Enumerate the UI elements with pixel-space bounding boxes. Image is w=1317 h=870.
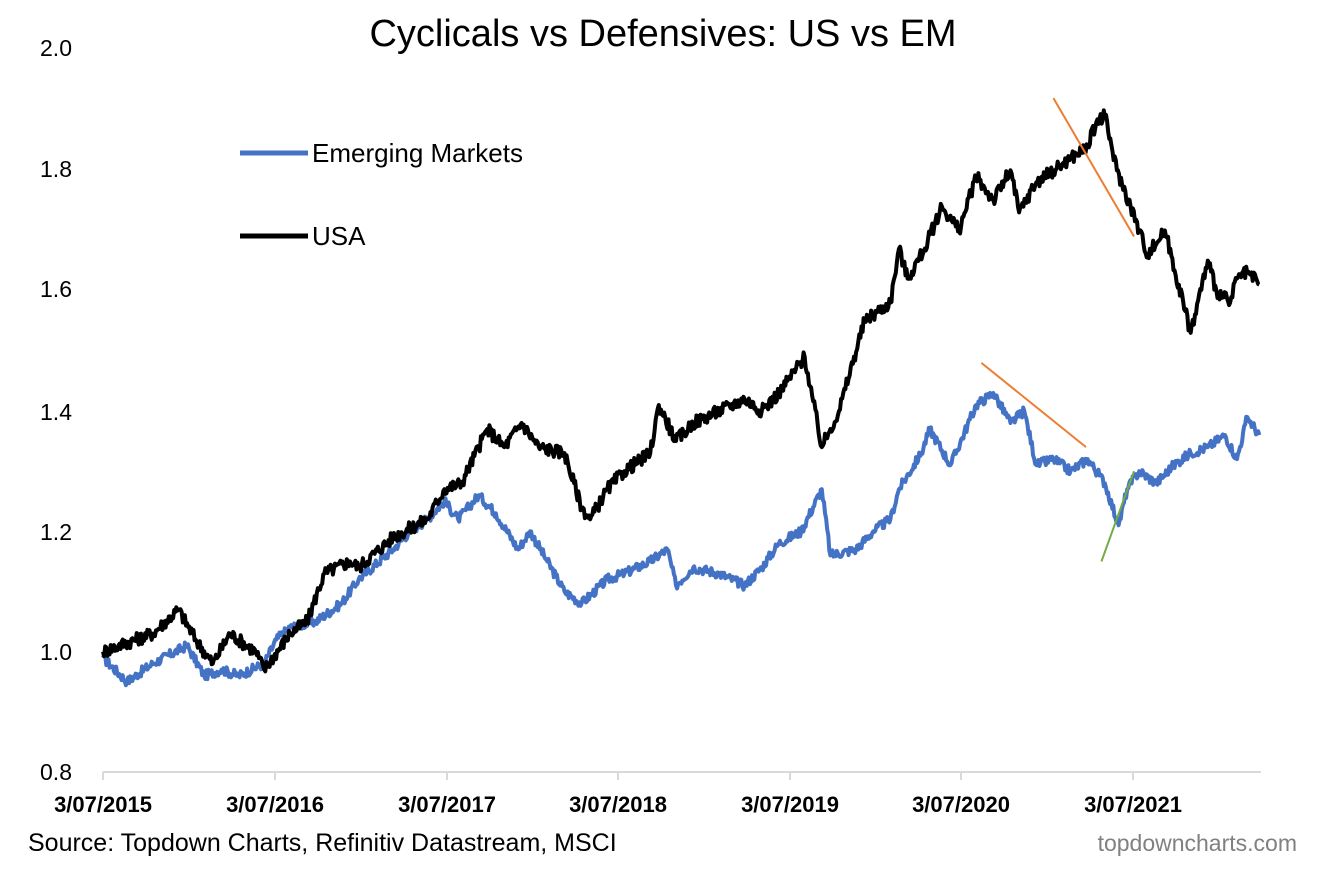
y-tick-label: 1.2: [40, 519, 72, 545]
y-tick-label: 1.8: [40, 156, 72, 182]
legend-label-usa: USA: [312, 221, 366, 251]
brand-watermark: topdowncharts.com: [1098, 830, 1297, 856]
trend-annotation-line-3: [1100, 470, 1135, 562]
y-tick-label: 1.6: [40, 276, 72, 302]
x-tick-label: 3/07/2020: [912, 792, 1010, 817]
y-tick-label: 0.8: [40, 759, 72, 785]
x-axis: 3/07/2015 3/07/2016 3/07/2017 3/07/2018 …: [54, 771, 1261, 817]
y-axis: 0.8 1.0 1.2 1.4 1.6 1.8 2.0: [40, 35, 72, 785]
y-tick-label: 1.0: [40, 639, 72, 665]
x-tick-label: 3/07/2017: [398, 792, 496, 817]
trend-annotation-line-1: [1052, 97, 1135, 238]
source-note: Source: Topdown Charts, Refinitiv Datast…: [28, 829, 617, 857]
trend-annotation-line-2: [980, 362, 1087, 448]
series-line-usa: [101, 108, 1261, 674]
legend: Emerging Markets USA: [240, 138, 523, 251]
x-tick-label: 3/07/2018: [569, 792, 667, 817]
y-tick-label: 1.4: [40, 399, 72, 425]
x-tick-label: 3/07/2019: [741, 792, 839, 817]
x-tick-label: 3/07/2016: [226, 792, 324, 817]
legend-label-emerging-markets: Emerging Markets: [312, 138, 523, 168]
series-layer: [101, 108, 1262, 688]
chart-title: Cyclicals vs Defensives: US vs EM: [369, 13, 956, 55]
annotation-layer: [980, 97, 1135, 562]
x-tick-label: 3/07/2021: [1084, 792, 1182, 817]
y-tick-label: 2.0: [40, 35, 72, 61]
x-tick-label: 3/07/2015: [54, 792, 152, 817]
